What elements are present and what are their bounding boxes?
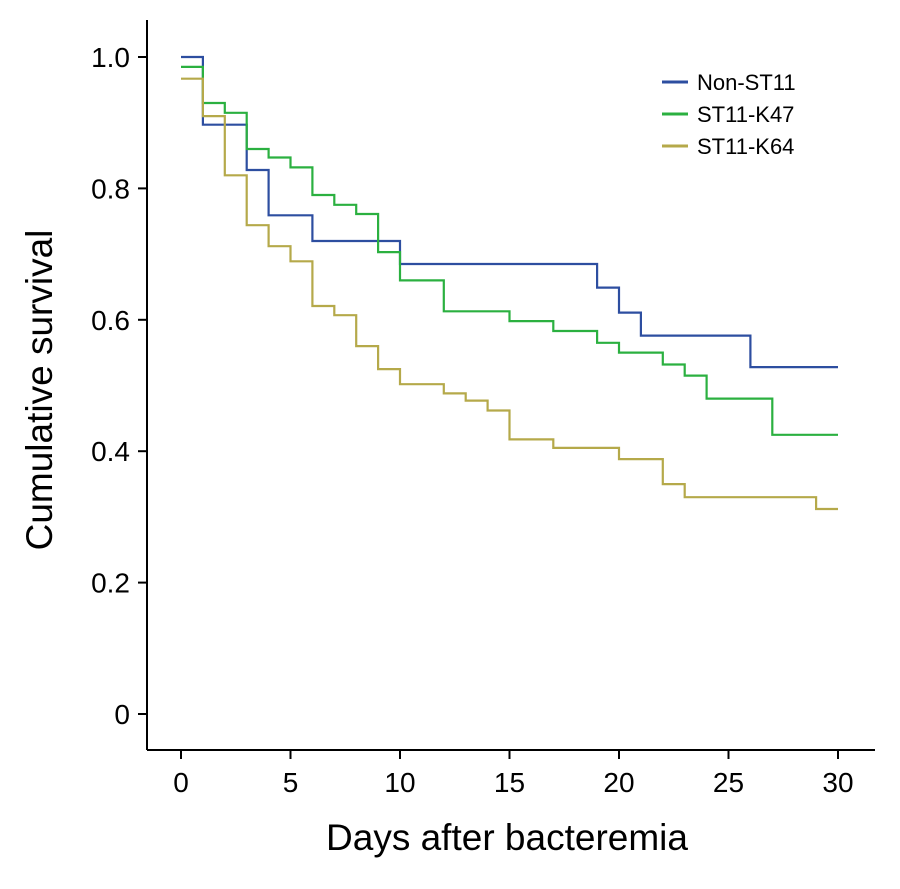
- x-tick-label: 25: [713, 767, 744, 798]
- series-layer: [181, 55, 838, 511]
- series-line-st11-k47: [181, 65, 838, 436]
- x-tick-label: 15: [494, 767, 525, 798]
- x-tick-label: 10: [384, 767, 415, 798]
- y-tick-label: 0.4: [91, 436, 130, 467]
- legend-label-non-st11: Non-ST11: [697, 70, 796, 95]
- y-tick-label: 0.2: [91, 568, 130, 599]
- legend-label-st11-k64: ST11-K64: [697, 134, 794, 159]
- x-tick-label: 0: [173, 767, 189, 798]
- x-axis-title: Days after bacteremia: [326, 817, 688, 858]
- y-tick-label: 0: [114, 699, 130, 730]
- series-line-st11-k64: [181, 77, 838, 511]
- y-tick-label: 1.0: [91, 42, 130, 73]
- y-tick-label: 0.8: [91, 173, 130, 204]
- x-tick-label: 20: [603, 767, 634, 798]
- legend-label-st11-k47: ST11-K47: [697, 102, 794, 127]
- y-tick-label: 0.6: [91, 305, 130, 336]
- legend: Non-ST11 ST11-K47 ST11-K64: [662, 70, 796, 159]
- ticks-layer: 0 5 10 15 20 25 30 0 0.2 0.4 0.6 0.8 1.0: [91, 42, 854, 798]
- x-tick-label: 5: [283, 767, 299, 798]
- x-tick-label: 30: [822, 767, 853, 798]
- y-axis-title: Cumulative survival: [19, 230, 60, 551]
- axes-layer: [146, 20, 875, 751]
